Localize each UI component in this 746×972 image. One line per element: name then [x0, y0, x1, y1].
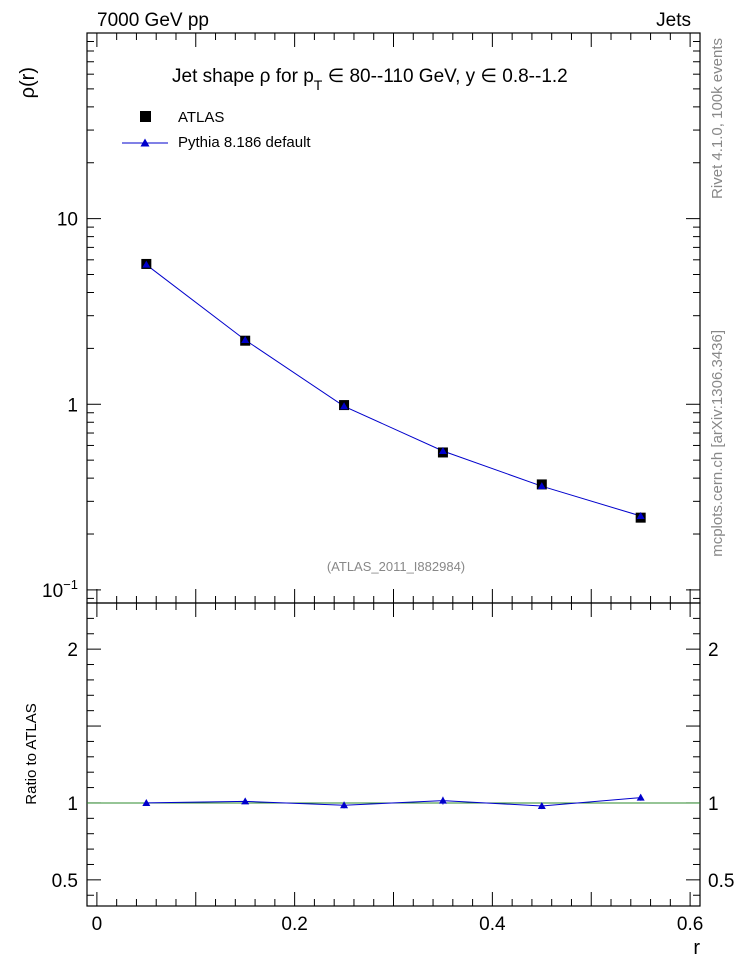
ratio-y-tick-label-right: 1 — [708, 794, 719, 815]
main-y-tick-label: 10 — [57, 210, 78, 231]
main-title-rest: ∈ 80--110 GeV, y ∈ 0.8--1.2 — [322, 66, 567, 87]
header-right: Jets — [656, 10, 691, 31]
ratio-line — [146, 797, 641, 807]
ratio-panel: 2 2 1 1 0.5 0.5 0 0.2 0.4 0.6 Ratio to ATLAS r — [23, 602, 735, 959]
header-left: 7000 GeV pp — [97, 10, 209, 31]
main-title: Jet shape ρ for pT ∈ 80--110 GeV, y ∈ 0.… — [172, 66, 568, 93]
main-ylabel: ρ(r) — [17, 67, 39, 98]
ratio-y-tick-label-right: 0.5 — [708, 871, 734, 892]
pythia-point — [340, 402, 349, 410]
ratio-point — [142, 798, 151, 806]
ratio-point — [438, 796, 447, 804]
side-text-lower: mcplots.cern.ch [arXiv:1306.3436] — [709, 330, 726, 557]
ratio-point — [340, 801, 349, 809]
main-title-sub: T — [314, 77, 323, 93]
ratio-point — [636, 793, 645, 801]
legend-pythia-marker — [140, 138, 150, 147]
ratio-ticks — [87, 602, 700, 906]
pythia-point — [636, 512, 645, 520]
pythia-point — [438, 447, 447, 455]
x-tick-label: 0.2 — [281, 914, 307, 935]
ratio-y-tick-label-left: 1 — [67, 794, 78, 815]
legend-pythia-label: Pythia 8.186 default — [178, 134, 311, 151]
main-marks — [141, 258, 646, 523]
ratio-y-tick-label-left: 0.5 — [52, 871, 78, 892]
ratio-ylabel: Ratio to ATLAS — [23, 703, 40, 804]
main-title-prefix: Jet shape ρ for p — [172, 66, 314, 87]
pythia-line — [145, 264, 641, 517]
x-axis-label: r — [693, 937, 700, 959]
pythia-point — [241, 335, 250, 343]
x-tick-label: 0.6 — [677, 914, 703, 935]
pythia-point — [537, 482, 546, 490]
side-text-upper: Rivet 4.1.0, 100k events — [709, 38, 726, 199]
ratio-point — [241, 797, 250, 805]
main-y-tick-label: 10−1 — [42, 577, 78, 602]
legend: ATLAS Pythia 8.186 default — [122, 109, 311, 151]
pythia-point — [142, 260, 151, 268]
ratio-y-tick-label-right: 2 — [708, 640, 719, 661]
main-ticks — [87, 32, 700, 603]
tick-exponent: −1 — [63, 577, 78, 592]
ratio-marks — [87, 793, 700, 810]
ratio-point — [537, 802, 546, 810]
ratio-y-tick-labels: 2 2 1 1 0.5 0.5 — [52, 640, 735, 892]
ratio-x-tick-labels: 0 0.2 0.4 0.6 — [92, 914, 704, 935]
main-y-tick-label: 1 — [67, 395, 78, 416]
legend-atlas-marker — [140, 111, 151, 122]
ratio-frame — [86, 602, 701, 907]
x-tick-label: 0 — [92, 914, 103, 935]
watermark: (ATLAS_2011_I882984) — [327, 559, 465, 574]
tick-base: 10 — [42, 581, 63, 602]
legend-atlas-label: ATLAS — [178, 109, 224, 126]
ratio-y-tick-label-left: 2 — [67, 640, 78, 661]
x-tick-label: 0.4 — [479, 914, 506, 935]
